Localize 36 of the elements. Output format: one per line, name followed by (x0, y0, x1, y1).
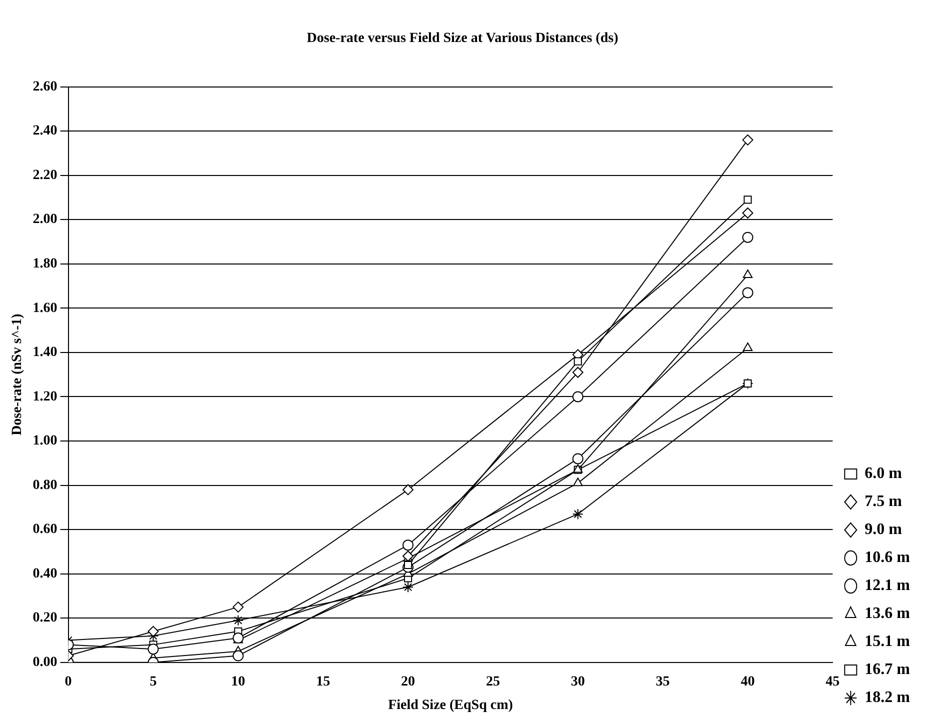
x-tick-label: 15 (316, 674, 330, 690)
x-axis-title: Field Size (EqSq cm) (388, 698, 514, 714)
y-tick-label: 1.40 (32, 345, 58, 360)
y-tick-label: 0.40 (32, 566, 58, 582)
legend-label: 6.0 m (864, 465, 903, 482)
legend-label: 12.1 m (864, 577, 911, 594)
y-tick-label: 0.00 (32, 655, 58, 670)
y-tick-label: 1.80 (32, 256, 58, 272)
y-tick-label: 2.20 (32, 168, 58, 183)
y-tick-label: 2.60 (32, 79, 58, 94)
legend-label: 13.6 m (864, 605, 911, 622)
legend-label: 9.0 m (864, 521, 903, 538)
x-tick-label: 20 (401, 674, 416, 690)
legend-label: 10.6 m (864, 549, 911, 566)
x-tick-label: 40 (740, 674, 755, 690)
y-tick-label: 1.20 (32, 389, 58, 404)
x-tick-label: 25 (486, 674, 500, 690)
chart-title: Dose-rate versus Field Size at Various Distances (ds) (306, 31, 619, 46)
legend-label: 18.2 m (864, 689, 911, 706)
y-axis-title: Dose-rate (nSv s^-1) (10, 313, 26, 436)
y-tick-label: 0.60 (32, 522, 58, 538)
x-tick-label: 35 (656, 674, 670, 690)
x-tick-label: 30 (570, 674, 585, 690)
x-tick-label: 45 (826, 674, 840, 690)
legend-label: 7.5 m (864, 493, 903, 510)
y-tick-label: 0.20 (32, 610, 58, 626)
y-tick-label: 0.80 (32, 478, 58, 493)
y-tick-label: 2.00 (32, 212, 58, 228)
x-tick-label: 5 (150, 674, 157, 690)
legend-label: 16.7 m (864, 661, 911, 678)
y-tick-label: 1.00 (32, 434, 58, 449)
x-tick-label: 10 (231, 674, 246, 690)
y-tick-label: 2.40 (32, 124, 58, 139)
y-tick-label: 1.60 (32, 300, 58, 316)
x-tick-label: 0 (64, 674, 72, 690)
legend-label: 15.1 m (864, 633, 911, 650)
